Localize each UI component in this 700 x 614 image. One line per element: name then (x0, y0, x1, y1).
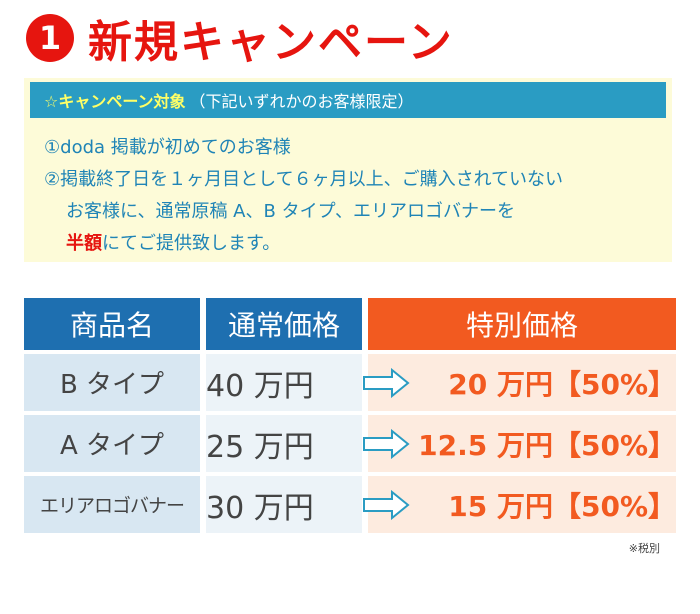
section-title-text: 新規キャンペーン (88, 17, 454, 68)
half-price-rest: にてご提供致します。 (102, 233, 281, 254)
regular-price: 40 万円 (206, 368, 314, 404)
regular-price: 30 万円 (206, 490, 314, 526)
section-number-badge: 1 (26, 14, 74, 62)
special-price: 20 万円【50%】 (368, 354, 676, 411)
condition-item-2-cont: お客様に、通常原稿 A、B タイプ、エリアロゴバナーを (66, 201, 516, 222)
campaign-panel-header: ☆キャンペーン対象 （下記いずれかのお客様限定） (30, 82, 666, 118)
arrow-right-icon (363, 490, 410, 520)
table-row: A タイプ 25 万円 12.5 万円【50%】 (24, 415, 676, 472)
header-regular-price: 通常価格 (206, 298, 362, 350)
regular-price-cell: 30 万円 (206, 476, 410, 533)
arrow-right-icon (363, 368, 410, 398)
half-price-emphasis: 半額 (66, 233, 102, 254)
product-name: B タイプ (24, 354, 200, 411)
header-product-name: 商品名 (24, 298, 200, 350)
product-name: エリアロゴバナー (24, 476, 200, 533)
product-name: A タイプ (24, 415, 200, 472)
price-table: 商品名 通常価格 特別価格 B タイプ 40 万円 20 万円【50%】 A タ… (24, 298, 676, 533)
condition-item-2-cont-2: 半額にてご提供致します。 (44, 228, 664, 260)
regular-price-cell: 40 万円 (206, 354, 410, 411)
regular-price-cell: 25 万円 (206, 415, 410, 472)
arrow-right-icon (363, 429, 410, 459)
tax-note: ※税別 (628, 542, 660, 555)
table-row: B タイプ 40 万円 20 万円【50%】 (24, 354, 676, 411)
special-price: 12.5 万円【50%】 (368, 415, 676, 472)
special-price: 15 万円【50%】 (368, 476, 676, 533)
condition-item-1: ①doda 掲載が初めてのお客様 (44, 137, 291, 158)
table-row: エリアロゴバナー 30 万円 15 万円【50%】 (24, 476, 676, 533)
section-title: 1 新規キャンペーン (26, 10, 454, 68)
campaign-conditions: ①doda 掲載が初めてのお客様 ②掲載終了日を１ヶ月目として６ヶ月以上、ご購入… (44, 132, 664, 260)
campaign-target-label: ☆キャンペーン対象 (44, 92, 186, 111)
campaign-target-note: （下記いずれかのお客様限定） (189, 92, 414, 111)
regular-price: 25 万円 (206, 429, 314, 465)
condition-item-2: ②掲載終了日を１ヶ月目として６ヶ月以上、ご購入されていない (44, 169, 564, 190)
header-special-price: 特別価格 (368, 298, 676, 350)
